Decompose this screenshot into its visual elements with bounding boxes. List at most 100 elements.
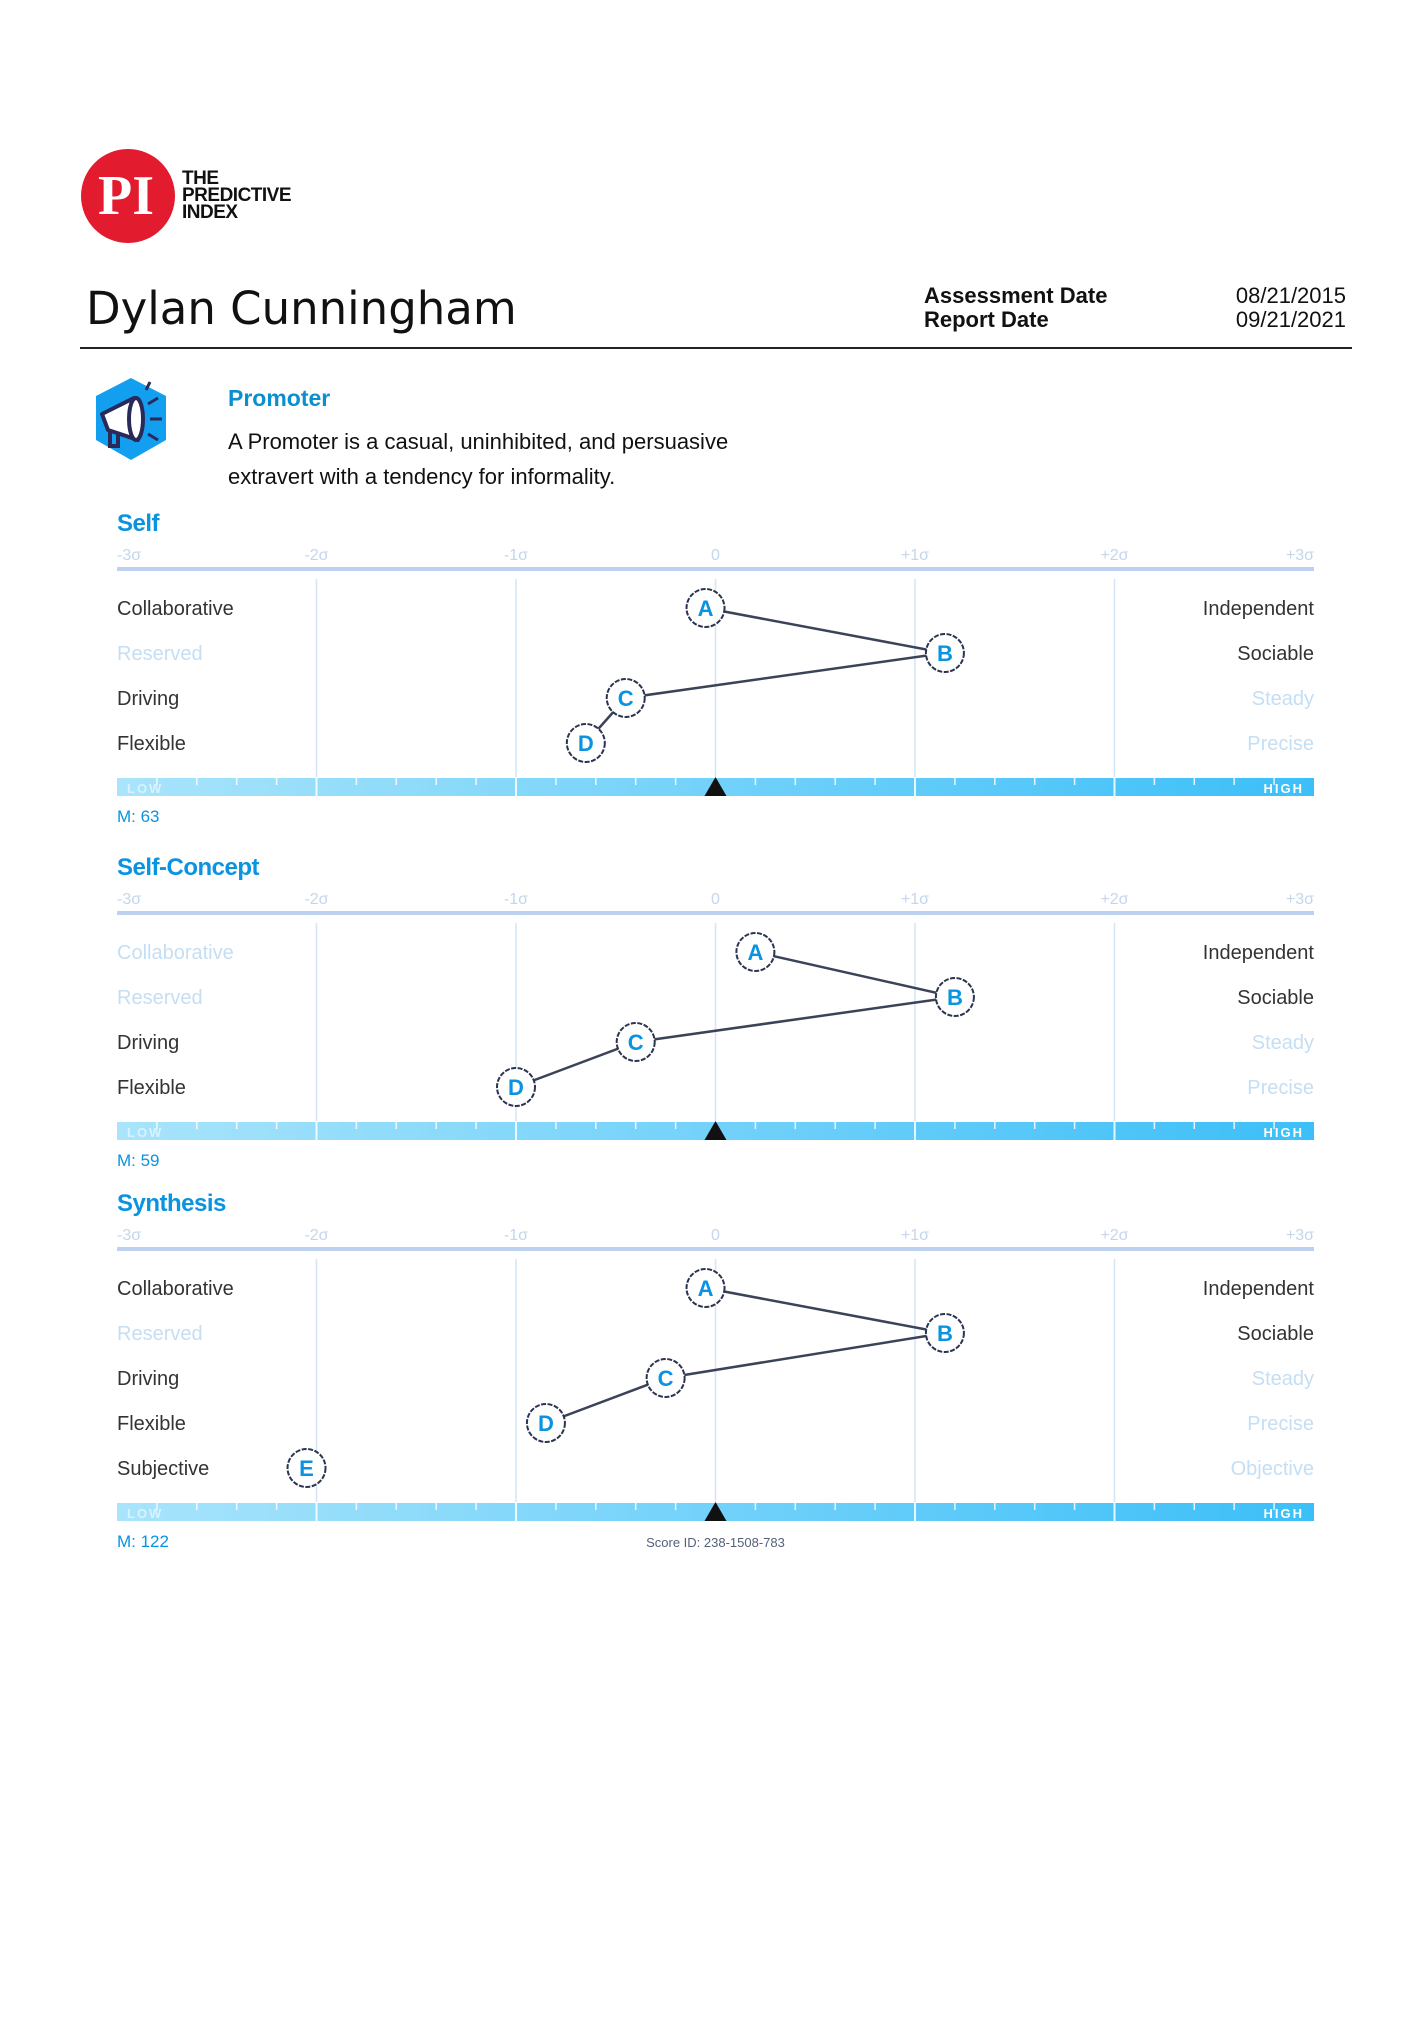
- trait-label-right: Steady: [1252, 1032, 1314, 1054]
- pi-logo: PI: [80, 148, 176, 249]
- factor-marker-letter: A: [698, 1276, 714, 1301]
- factor-marker-b: [934, 977, 975, 1017]
- factor-marker-d: [565, 723, 606, 763]
- scale-low-label: LOW: [127, 1506, 163, 1521]
- factor-marker-c: [615, 1022, 656, 1062]
- factor-marker-letter: D: [538, 1411, 554, 1436]
- connector-line: [705, 606, 946, 655]
- axis-line: [117, 567, 1314, 571]
- sigma-tick-label: +1σ: [901, 891, 929, 908]
- trait-label-left: Reserved: [117, 987, 203, 1009]
- sigma-tick-label: 0: [711, 1227, 720, 1244]
- section-title: Self-Concept: [117, 854, 260, 881]
- logo-line: THE: [182, 168, 219, 189]
- scale-high-label: HIGH: [1264, 781, 1305, 796]
- trait-label-left: Driving: [117, 688, 179, 710]
- mean-triangle-icon: [704, 777, 727, 796]
- sigma-tick-label: -3σ: [117, 1227, 141, 1244]
- connector-line: [545, 1376, 667, 1425]
- factor-marker-a: [685, 588, 726, 628]
- sigma-tick-label: -3σ: [117, 547, 141, 564]
- sigma-tick-label: -2σ: [304, 547, 328, 564]
- sigma-tick-label: +2σ: [1100, 1227, 1128, 1244]
- assessment-date-label: Assessment Date: [924, 283, 1108, 308]
- trait-label-left: Reserved: [117, 1323, 203, 1345]
- factor-marker-d: [496, 1067, 536, 1107]
- connector-line: [625, 651, 946, 700]
- scale-high-label: HIGH: [1264, 1506, 1305, 1521]
- sigma-tick-label: +3σ: [1286, 1227, 1314, 1244]
- trait-label-left: Driving: [117, 1032, 179, 1054]
- logo-line: INDEX: [182, 202, 238, 223]
- factor-marker-letter: B: [937, 1321, 953, 1346]
- trait-label-left: Collaborative: [117, 598, 234, 620]
- chart-self-concept-svg: -3σ -2σ -1σ 0 +1σ +2σ +3σ Collaborative Independ…: [117, 891, 1315, 1170]
- section-title: Synthesis: [117, 1190, 226, 1217]
- trait-label-right: Sociable: [1237, 987, 1314, 1009]
- scale-high-label: HIGH: [1264, 1125, 1305, 1140]
- factor-marker-letter: C: [628, 1030, 644, 1055]
- sigma-tick-label: +2σ: [1100, 891, 1128, 908]
- factor-marker-e: [286, 1448, 327, 1488]
- logo-line: PREDICTIVE: [182, 185, 292, 206]
- trait-label-right: Independent: [1203, 598, 1315, 620]
- sigma-tick-label: -3σ: [117, 891, 141, 908]
- trait-label-right: Sociable: [1237, 643, 1314, 665]
- trait-label-right: Precise: [1247, 1077, 1314, 1099]
- trait-label-left: Collaborative: [117, 1278, 234, 1300]
- trait-label-left: Flexible: [117, 1077, 186, 1099]
- sigma-tick-label: +2σ: [1100, 547, 1128, 564]
- factor-marker-letter: E: [299, 1456, 314, 1481]
- section-title: Self: [117, 510, 160, 537]
- sigma-tick-label: -1σ: [504, 891, 528, 908]
- scale-low-label: LOW: [127, 1125, 163, 1140]
- trait-label-right: Precise: [1247, 1413, 1314, 1435]
- scale-low-label: LOW: [127, 781, 163, 796]
- factor-marker-b: [924, 1313, 965, 1353]
- trait-label-left: Driving: [117, 1368, 179, 1390]
- profile-description: A Promoter is a casual, uninhibited, and…: [228, 424, 928, 494]
- m-score-label: M: 63: [117, 807, 160, 826]
- factor-marker-letter: C: [658, 1366, 674, 1391]
- trait-label-left: Flexible: [117, 1413, 186, 1435]
- logo-wordmark: THE PREDICTIVE INDEX: [182, 168, 292, 223]
- trait-label-right: Objective: [1231, 1458, 1314, 1480]
- chart-self-svg: -3σ -2σ -1σ 0 +1σ +2σ +3σ Collaborative Independ…: [117, 547, 1315, 826]
- factor-marker-letter: B: [937, 641, 953, 666]
- m-score-label: M: 59: [117, 1151, 160, 1170]
- trait-label-left: Subjective: [117, 1458, 209, 1480]
- chart-synthesis-svg: -3σ -2σ -1σ 0 +1σ +2σ +3σ Collaborative Independ…: [117, 1227, 1315, 1551]
- factor-marker-letter: B: [947, 985, 963, 1010]
- sigma-tick-label: -1σ: [504, 547, 528, 564]
- sigma-tick-label: 0: [711, 891, 720, 908]
- factor-marker-b: [924, 633, 965, 673]
- assessment-date-value: 08/21/2015: [1235, 283, 1346, 308]
- trait-label-left: Flexible: [117, 733, 186, 755]
- axis-line: [117, 1247, 1314, 1251]
- factor-marker-letter: A: [747, 940, 763, 965]
- connector-line: [755, 950, 956, 999]
- connector-line: [635, 995, 956, 1044]
- report-date-value: 09/21/2021: [1235, 307, 1346, 332]
- sigma-tick-label: +3σ: [1286, 891, 1314, 908]
- axis-line: [117, 911, 1314, 915]
- trait-label-left: Collaborative: [117, 942, 234, 964]
- pi-logo-icon: PI: [81, 149, 175, 243]
- trait-label-right: Precise: [1247, 733, 1314, 755]
- trait-label-right: Steady: [1252, 1368, 1314, 1390]
- trait-label-right: Independent: [1203, 1278, 1315, 1300]
- trait-label-left: Reserved: [117, 643, 203, 665]
- m-score-label: M: 122: [117, 1532, 169, 1551]
- sigma-tick-label: -1σ: [504, 1227, 528, 1244]
- svg-text:PI: PI: [98, 165, 154, 227]
- trait-label-right: Independent: [1203, 942, 1315, 964]
- sigma-tick-label: -2σ: [304, 891, 328, 908]
- trait-label-right: Steady: [1252, 688, 1314, 710]
- factor-marker-c: [645, 1358, 686, 1398]
- sigma-tick-label: 0: [711, 547, 720, 564]
- trait-label-right: Sociable: [1237, 1323, 1314, 1345]
- factor-marker-letter: D: [508, 1075, 524, 1100]
- factor-marker-a: [685, 1268, 726, 1308]
- factor-marker-letter: D: [578, 731, 594, 756]
- mean-triangle-icon: [704, 1121, 727, 1140]
